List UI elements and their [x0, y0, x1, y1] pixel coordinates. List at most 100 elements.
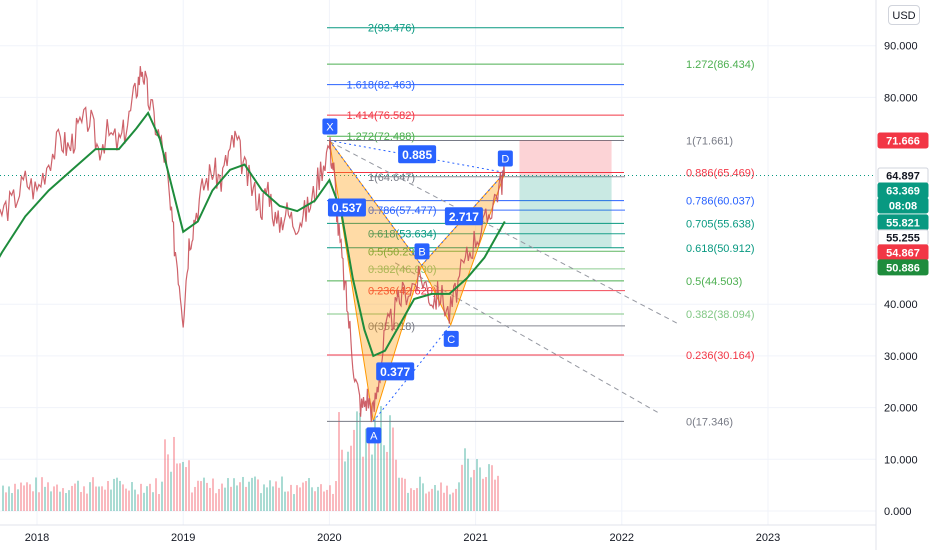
volume-bar	[59, 491, 61, 511]
pattern-ratio-badge	[376, 362, 415, 381]
volume-bar	[308, 478, 310, 511]
volume-bar	[380, 406, 382, 511]
volume-bar	[464, 448, 466, 511]
volume-bar	[122, 484, 124, 511]
pattern-point-label: A	[370, 430, 378, 442]
volume-bar	[440, 482, 442, 511]
volume-bar	[23, 485, 25, 511]
volume-bar	[212, 478, 214, 511]
volume-bar	[56, 484, 58, 511]
volume-bar	[134, 489, 136, 511]
y-tick-label: 20.000	[884, 403, 918, 415]
volume-bar	[293, 494, 295, 511]
volume-bar	[104, 489, 106, 511]
volume-bar	[155, 478, 157, 511]
volume-bar	[284, 491, 286, 511]
volume-bar	[113, 478, 115, 511]
currency-button[interactable]: USD	[888, 5, 920, 25]
volume-bar	[455, 488, 457, 511]
volume-bar	[446, 485, 448, 511]
volume-bar	[188, 460, 190, 511]
volume-bar	[2, 485, 4, 511]
pattern-ratio-badge	[327, 198, 366, 217]
volume-bar	[41, 477, 43, 511]
volume-bar	[92, 477, 94, 511]
y-tick-label: 10.000	[884, 454, 918, 466]
volume-bar	[470, 477, 472, 511]
volume-bar	[128, 490, 130, 511]
volume-bar	[257, 479, 259, 511]
volume-bar	[131, 482, 133, 511]
fib-level-label: 0.5(44.503)	[686, 276, 742, 288]
pattern-ratio-line	[421, 172, 506, 266]
price-badge-label: 64.897	[886, 170, 920, 182]
volume-bar	[32, 491, 34, 511]
volume-bar	[89, 482, 91, 511]
fib-level-label: 0.786(57.477)	[368, 205, 437, 217]
pattern-point-badge	[366, 427, 382, 444]
volume-bar	[173, 436, 175, 511]
volume-bar	[164, 439, 166, 511]
volume-bar	[311, 487, 313, 511]
volume-bar	[437, 490, 439, 511]
volume-bar	[296, 485, 298, 511]
volume-bar	[350, 445, 352, 511]
trend-line	[329, 140, 681, 326]
volume-bar	[209, 487, 211, 511]
volume-bar	[8, 486, 10, 511]
price-badge	[877, 197, 929, 214]
position-target-zone[interactable]	[519, 175, 612, 248]
volume-bar	[323, 491, 325, 511]
price-badge	[877, 259, 929, 276]
volume-bar	[68, 490, 70, 511]
volume-bar	[353, 429, 355, 511]
volume-bar	[422, 483, 424, 511]
volume-bar	[95, 486, 97, 511]
long-position-tool[interactable]	[519, 140, 612, 248]
volume-bar	[320, 484, 322, 511]
volume-bar	[107, 481, 109, 511]
volume-bar	[374, 416, 376, 511]
time-axis-background	[0, 525, 876, 550]
volume-bar	[29, 484, 31, 511]
volume-bar	[125, 488, 127, 511]
pattern-point-badge	[322, 118, 338, 135]
volume-bar	[458, 482, 460, 511]
volume-bar	[389, 415, 391, 511]
volume-bar	[200, 481, 202, 511]
fib-level-label: 2(93.476)	[368, 23, 415, 35]
y-tick-label: 30.000	[884, 351, 918, 363]
volume-bar	[182, 461, 184, 511]
fib-level-label: 1.414(76.582)	[347, 110, 416, 122]
volume-bar	[392, 427, 394, 511]
volume-bar	[203, 477, 205, 511]
pattern-ratio-label: 0.537	[332, 201, 362, 215]
volume-bar	[443, 492, 445, 511]
price-badge-label: 55.255	[886, 232, 920, 244]
volume-bar	[377, 433, 379, 511]
trend-lines	[0, 140, 876, 414]
volume-bar	[347, 451, 349, 511]
volume-bar	[407, 492, 409, 511]
volume-bar	[476, 459, 478, 511]
position-stop-zone[interactable]	[519, 140, 612, 176]
volume-bar	[110, 489, 112, 511]
y-tick-label: 90.000	[884, 41, 918, 53]
volume-bar	[38, 492, 40, 511]
volume-bar	[245, 486, 247, 511]
price-line	[0, 66, 506, 423]
volume-bar	[86, 493, 88, 511]
volume-bar	[335, 481, 337, 511]
volume-bar	[473, 469, 475, 511]
volume-bar	[317, 486, 319, 511]
volume-bar	[224, 487, 226, 511]
volume-bar	[305, 481, 307, 511]
pattern-point-badge	[497, 150, 513, 167]
volume-bar	[488, 464, 490, 511]
x-tick-label: 2019	[171, 532, 195, 544]
price-badge-label: 08:08	[889, 200, 917, 212]
volume-bar	[161, 481, 163, 511]
volume-bar	[230, 486, 232, 511]
